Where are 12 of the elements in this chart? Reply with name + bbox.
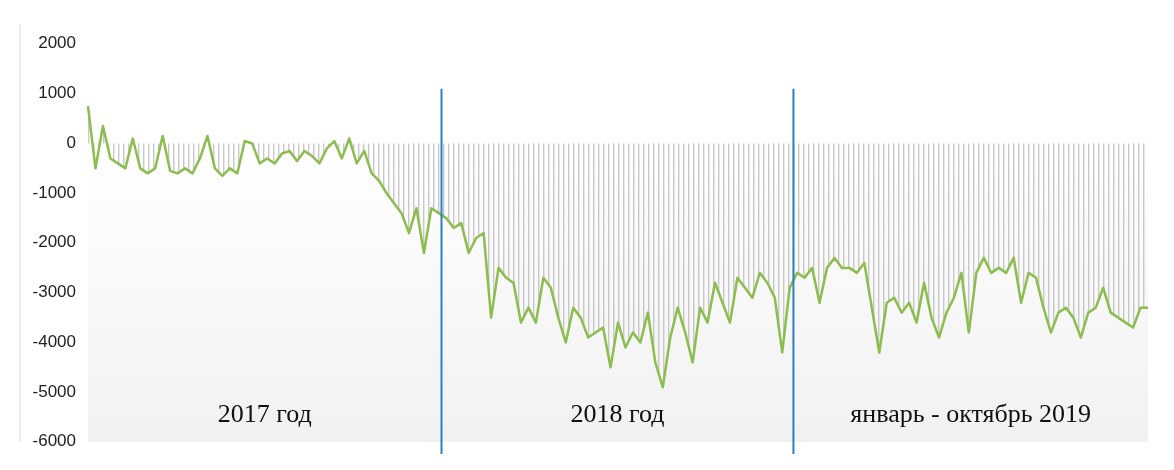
y-tick-label: -4000 [32, 331, 76, 351]
y-tick-label: -2000 [32, 232, 76, 252]
y-tick-label: 0 [66, 132, 76, 152]
annotation: январь - октябрь 2019 [850, 399, 1092, 429]
y-tick-label: -6000 [32, 431, 76, 451]
y-tick-label: 2000 [38, 33, 76, 53]
y-tick-label: 1000 [38, 83, 76, 103]
y-tick-label: -3000 [32, 282, 76, 302]
annotation: 2018 год [570, 399, 665, 429]
y-tick-label: -1000 [32, 182, 76, 202]
annotation: 2017 год [217, 399, 312, 429]
y-tick-label: -5000 [32, 381, 76, 401]
